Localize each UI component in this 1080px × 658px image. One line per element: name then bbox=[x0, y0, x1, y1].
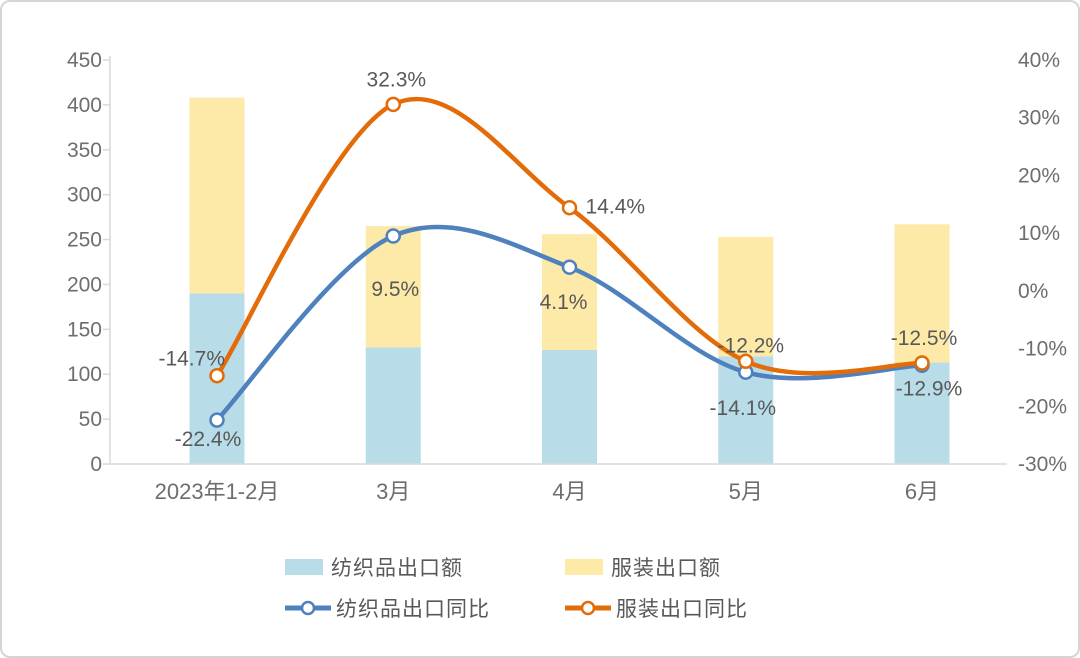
svg-text:9.5%: 9.5% bbox=[371, 278, 419, 301]
svg-text:450: 450 bbox=[67, 49, 102, 72]
svg-text:40%: 40% bbox=[1018, 49, 1060, 72]
svg-text:10%: 10% bbox=[1018, 222, 1060, 245]
legend-item-textile-export-value: 纺织品出口额 bbox=[285, 552, 565, 582]
svg-text:30%: 30% bbox=[1018, 107, 1060, 130]
svg-text:-22.4%: -22.4% bbox=[175, 428, 242, 451]
apparel-export-bar-swatch bbox=[565, 559, 603, 575]
chart-legend: 纺织品出口额 服装出口额 纺织品出口同比 服装出口同比 bbox=[283, 552, 748, 623]
svg-text:6月: 6月 bbox=[905, 479, 939, 504]
svg-text:14.4%: 14.4% bbox=[586, 196, 646, 219]
svg-text:150: 150 bbox=[67, 318, 102, 341]
legend-label-apparel-export-value: 服装出口额 bbox=[611, 557, 721, 580]
svg-text:0%: 0% bbox=[1018, 280, 1048, 303]
apparel-yoy-line-swatch bbox=[563, 599, 613, 617]
svg-text:-12.2%: -12.2% bbox=[718, 334, 785, 357]
svg-text:300: 300 bbox=[67, 184, 102, 207]
svg-text:350: 350 bbox=[67, 139, 102, 162]
svg-text:4月: 4月 bbox=[552, 479, 586, 504]
svg-text:-20%: -20% bbox=[1018, 395, 1067, 418]
svg-text:200: 200 bbox=[67, 273, 102, 296]
svg-text:20%: 20% bbox=[1018, 164, 1060, 187]
svg-text:2023年1-2月: 2023年1-2月 bbox=[155, 479, 280, 504]
legend-label-textile-yoy: 纺织品出口同比 bbox=[336, 598, 490, 621]
svg-text:32.3%: 32.3% bbox=[367, 68, 427, 91]
svg-text:5月: 5月 bbox=[729, 479, 763, 504]
svg-text:-14.1%: -14.1% bbox=[710, 397, 777, 420]
svg-text:-30%: -30% bbox=[1018, 453, 1067, 476]
textile-yoy-line-swatch bbox=[283, 599, 333, 617]
legend-row-lines: 纺织品出口同比 服装出口同比 bbox=[283, 593, 748, 623]
svg-text:-14.7%: -14.7% bbox=[158, 348, 225, 371]
svg-text:0: 0 bbox=[90, 453, 102, 476]
textile-export-bar-swatch bbox=[285, 559, 323, 575]
legend-label-apparel-yoy: 服装出口同比 bbox=[616, 598, 748, 621]
svg-text:-10%: -10% bbox=[1018, 338, 1067, 361]
svg-text:50: 50 bbox=[79, 408, 102, 431]
legend-item-textile-yoy: 纺织品出口同比 bbox=[283, 593, 565, 623]
legend-label-textile-export-value: 纺织品出口额 bbox=[331, 557, 463, 580]
svg-text:-12.9%: -12.9% bbox=[896, 377, 963, 400]
svg-text:4.1%: 4.1% bbox=[540, 291, 588, 314]
svg-text:250: 250 bbox=[67, 229, 102, 252]
legend-row-bars: 纺织品出口额 服装出口额 bbox=[285, 552, 748, 582]
legend-item-apparel-yoy: 服装出口同比 bbox=[563, 593, 748, 623]
svg-text:100: 100 bbox=[67, 363, 102, 386]
svg-text:3月: 3月 bbox=[376, 479, 410, 504]
legend-item-apparel-export-value: 服装出口额 bbox=[565, 552, 721, 582]
svg-text:-12.5%: -12.5% bbox=[891, 327, 958, 350]
svg-text:400: 400 bbox=[67, 94, 102, 117]
